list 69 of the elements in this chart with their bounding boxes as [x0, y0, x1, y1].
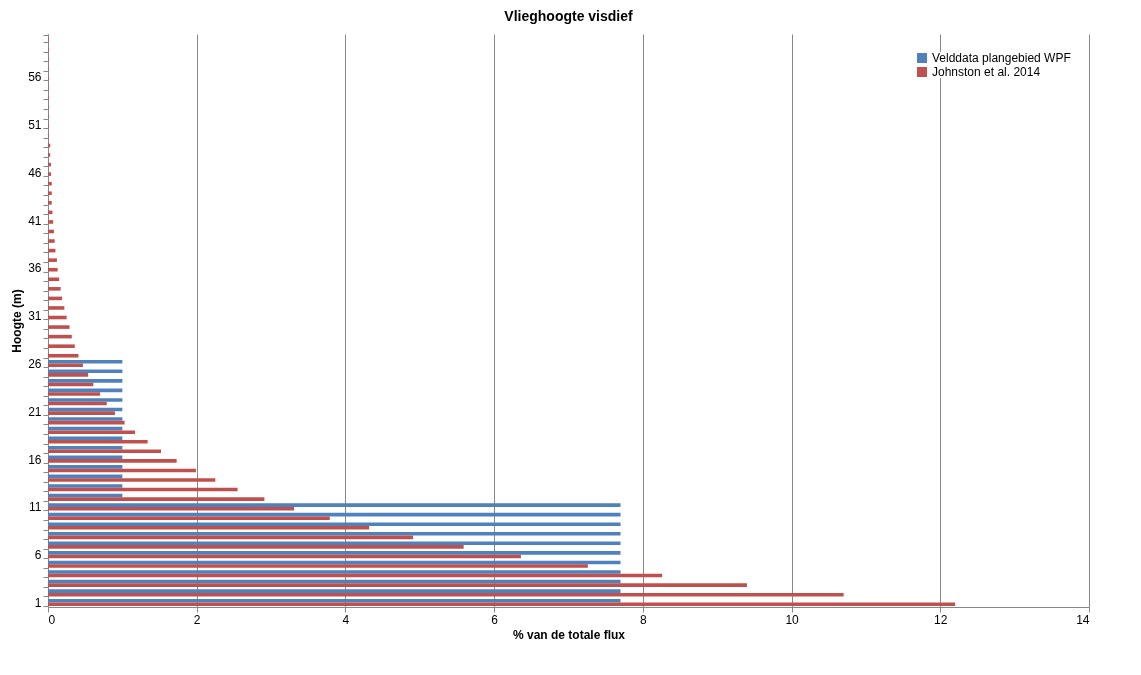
- x-tick-label: 2: [193, 612, 201, 627]
- bar: [48, 439, 148, 444]
- bar: [48, 570, 621, 574]
- bar: [48, 398, 123, 402]
- bar: [48, 359, 123, 364]
- bar: [48, 344, 75, 348]
- legend-label: Velddata plangebied WPF: [932, 51, 1071, 65]
- x-tick-label: 8: [640, 612, 648, 627]
- bar: [48, 589, 621, 593]
- y-tick-label: 16: [28, 452, 42, 467]
- x-tick-label: 0: [48, 612, 56, 627]
- bar: [48, 430, 135, 434]
- chart-title: Vlieghoogte visdief: [504, 8, 634, 24]
- bar: [48, 436, 123, 440]
- bar: [48, 379, 123, 383]
- bar: [48, 181, 52, 186]
- y-tick-label: 31: [28, 309, 42, 324]
- y-tick-label: 36: [28, 261, 42, 276]
- bar: [48, 353, 79, 358]
- x-tick-label: 10: [785, 612, 800, 627]
- bar: [48, 531, 621, 536]
- bar: [48, 411, 115, 415]
- bar: [48, 373, 89, 377]
- bar: [48, 239, 55, 243]
- bar: [48, 516, 330, 521]
- x-tick-label: 12: [934, 612, 948, 627]
- bar: [48, 153, 51, 157]
- bar: [48, 602, 956, 607]
- y-tick-label: 56: [28, 70, 42, 85]
- bar: [48, 267, 58, 272]
- legend-label: Johnston et al. 2014: [932, 65, 1041, 79]
- y-tick-label: 51: [28, 118, 42, 133]
- y-tick-label: 6: [34, 548, 42, 563]
- bar: [48, 306, 65, 310]
- bar: [48, 445, 123, 450]
- bar: [48, 417, 123, 421]
- bar: [48, 258, 57, 262]
- bar: [48, 392, 101, 396]
- bar: [48, 201, 52, 205]
- bar: [48, 522, 621, 526]
- bar: [48, 465, 123, 469]
- bar: [48, 220, 54, 224]
- bar: [48, 478, 216, 482]
- bar: [48, 369, 123, 374]
- bar: [48, 503, 621, 507]
- bar: [48, 277, 60, 282]
- x-tick-label: 14: [1076, 612, 1090, 627]
- bar: [48, 484, 123, 488]
- bar: [48, 191, 52, 196]
- bar: [48, 583, 747, 587]
- bar: [48, 459, 177, 463]
- bar: [48, 497, 265, 501]
- y-tick-label: 46: [28, 165, 42, 180]
- x-axis-title: % van de totale flux: [512, 627, 626, 642]
- y-tick-label: 1: [34, 595, 42, 610]
- bar: [48, 172, 51, 176]
- y-tick-label: 41: [28, 213, 42, 228]
- y-tick-label: 21: [28, 404, 42, 419]
- bar: [48, 564, 588, 568]
- y-tick-label: 26: [28, 357, 42, 372]
- y-tick-label: 11: [29, 500, 42, 515]
- bar: [48, 287, 61, 291]
- bar: [48, 325, 70, 329]
- bar: [48, 551, 621, 555]
- x-tick-label: 4: [342, 612, 350, 627]
- x-tick-label: 6: [491, 612, 499, 627]
- y-axis-title: Hoogte (m): [10, 289, 25, 353]
- bar: [48, 526, 370, 530]
- bar: [48, 545, 464, 549]
